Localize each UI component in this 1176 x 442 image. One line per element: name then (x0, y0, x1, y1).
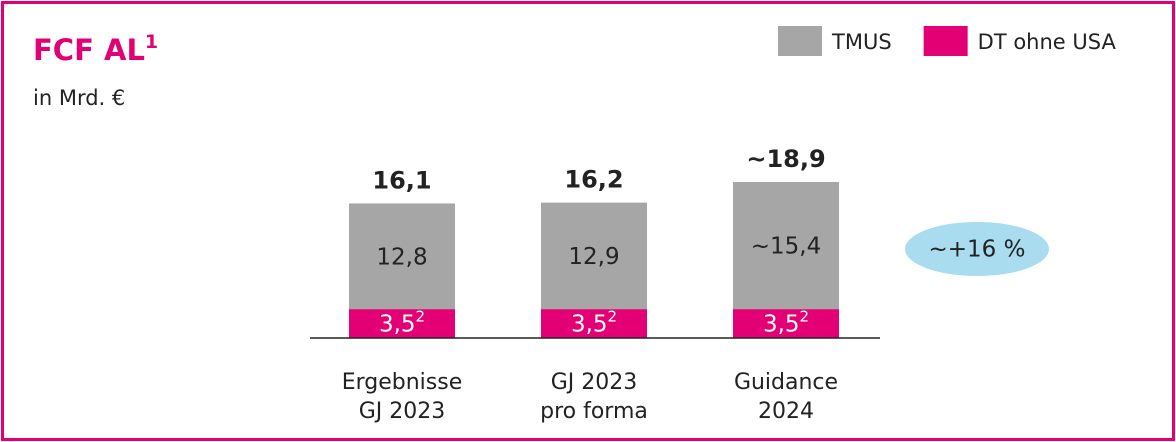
x-tick-label: GJ 2023 (551, 370, 638, 395)
bar-segment (349, 203, 455, 310)
bar-segment (349, 309, 455, 338)
chart-title: FCF AL1 (33, 31, 158, 68)
bar-segment (541, 202, 647, 310)
legend-label: TMUS (831, 30, 892, 54)
x-tick-label: GJ 2023 (359, 399, 446, 424)
value-label: 3,52 (571, 307, 617, 337)
title-text: FCF AL (33, 33, 145, 67)
annotation-bubble (905, 222, 1049, 276)
value-label-text: 3,5 (379, 311, 416, 337)
x-tick-label: 2024 (758, 399, 814, 424)
total-label: 16,1 (372, 166, 431, 194)
annotation: ~+16 % (929, 237, 1026, 263)
x-tick-label: Guidance (734, 370, 838, 395)
bar-segment (733, 182, 839, 310)
value-label-footnote: 2 (608, 307, 618, 325)
value-label-text: 3,5 (571, 311, 608, 337)
bar-segment (541, 309, 647, 338)
value-label-text: ~15,4 (751, 233, 821, 259)
value-label: 3,52 (379, 307, 425, 337)
value-label-text: 12,9 (568, 243, 619, 269)
legend-swatch (778, 26, 822, 56)
value-label-footnote: 2 (800, 307, 810, 325)
x-tick-label: Ergebnisse (342, 370, 463, 395)
bar-segment (733, 309, 839, 338)
value-label: 3,52 (763, 307, 809, 337)
value-label: ~15,4 (751, 233, 821, 259)
value-label: 12,9 (568, 243, 619, 269)
chart-subtitle: in Mrd. € (33, 86, 125, 110)
value-label-footnote: 2 (416, 307, 426, 325)
value-label-text: 12,8 (376, 244, 427, 270)
total-label: 16,2 (564, 166, 623, 194)
title-footnote: 1 (145, 31, 158, 53)
legend-label: DT ohne USA (978, 30, 1117, 54)
total-label: ~18,9 (746, 145, 825, 173)
value-label-text: 3,5 (763, 311, 800, 337)
x-tick-label: pro forma (540, 399, 648, 424)
legend-swatch (923, 26, 968, 56)
value-label: 12,8 (376, 244, 427, 270)
